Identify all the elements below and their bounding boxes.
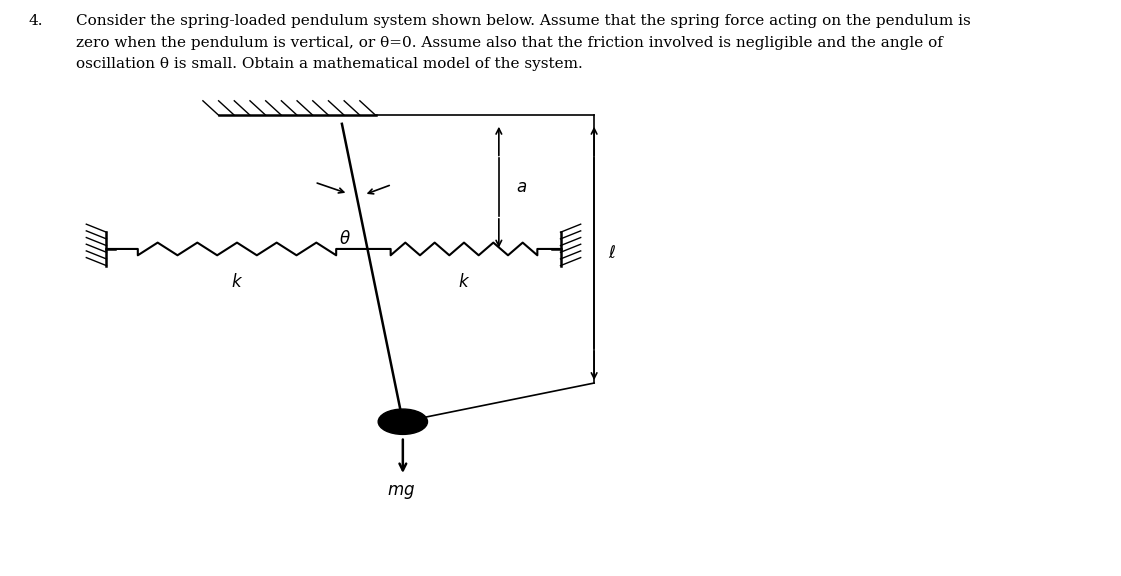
Text: $a$: $a$: [516, 178, 527, 196]
Text: $mg$: $mg$: [387, 483, 415, 501]
Text: $\ell$: $\ell$: [608, 244, 615, 263]
Text: Consider the spring-loaded pendulum system shown below. Assume that the spring f: Consider the spring-loaded pendulum syst…: [76, 14, 971, 71]
Text: $k$: $k$: [457, 273, 470, 291]
Circle shape: [378, 409, 427, 434]
Text: 4.: 4.: [28, 14, 43, 28]
Text: $k$: $k$: [231, 273, 243, 291]
Text: $\theta$: $\theta$: [340, 230, 351, 248]
